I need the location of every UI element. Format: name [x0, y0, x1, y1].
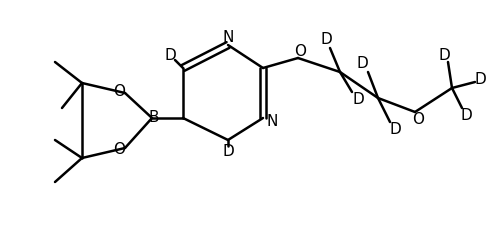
Text: B: B [149, 110, 159, 126]
Text: D: D [438, 48, 450, 62]
Text: O: O [412, 113, 424, 127]
Text: D: D [164, 48, 176, 62]
Text: O: O [113, 83, 125, 99]
Text: O: O [294, 44, 306, 58]
Text: D: D [320, 32, 332, 48]
Text: D: D [474, 72, 486, 88]
Text: O: O [113, 143, 125, 158]
Text: D: D [460, 107, 472, 123]
Text: D: D [356, 55, 368, 71]
Text: D: D [222, 144, 234, 160]
Text: N: N [222, 31, 234, 45]
Text: D: D [352, 93, 364, 107]
Text: D: D [389, 123, 401, 137]
Text: N: N [266, 114, 278, 130]
